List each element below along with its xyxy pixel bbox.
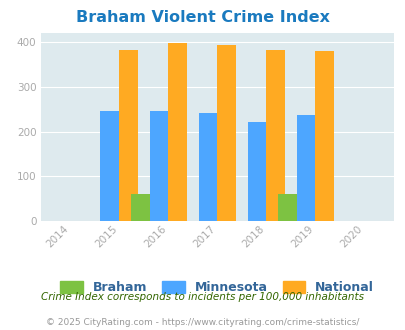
Bar: [247, 122, 266, 221]
Bar: [100, 112, 119, 221]
Bar: [217, 45, 235, 221]
Text: Braham Violent Crime Index: Braham Violent Crime Index: [76, 10, 329, 25]
Bar: [168, 43, 186, 221]
Bar: [277, 194, 296, 221]
Text: © 2025 CityRating.com - https://www.cityrating.com/crime-statistics/: © 2025 CityRating.com - https://www.city…: [46, 318, 359, 327]
Text: Crime Index corresponds to incidents per 100,000 inhabitants: Crime Index corresponds to incidents per…: [41, 292, 364, 302]
Bar: [266, 50, 284, 221]
Bar: [149, 112, 168, 221]
Bar: [119, 50, 137, 221]
Legend: Braham, Minnesota, National: Braham, Minnesota, National: [55, 276, 378, 299]
Bar: [315, 51, 333, 221]
Bar: [198, 113, 217, 221]
Bar: [296, 115, 315, 221]
Bar: [130, 194, 149, 221]
